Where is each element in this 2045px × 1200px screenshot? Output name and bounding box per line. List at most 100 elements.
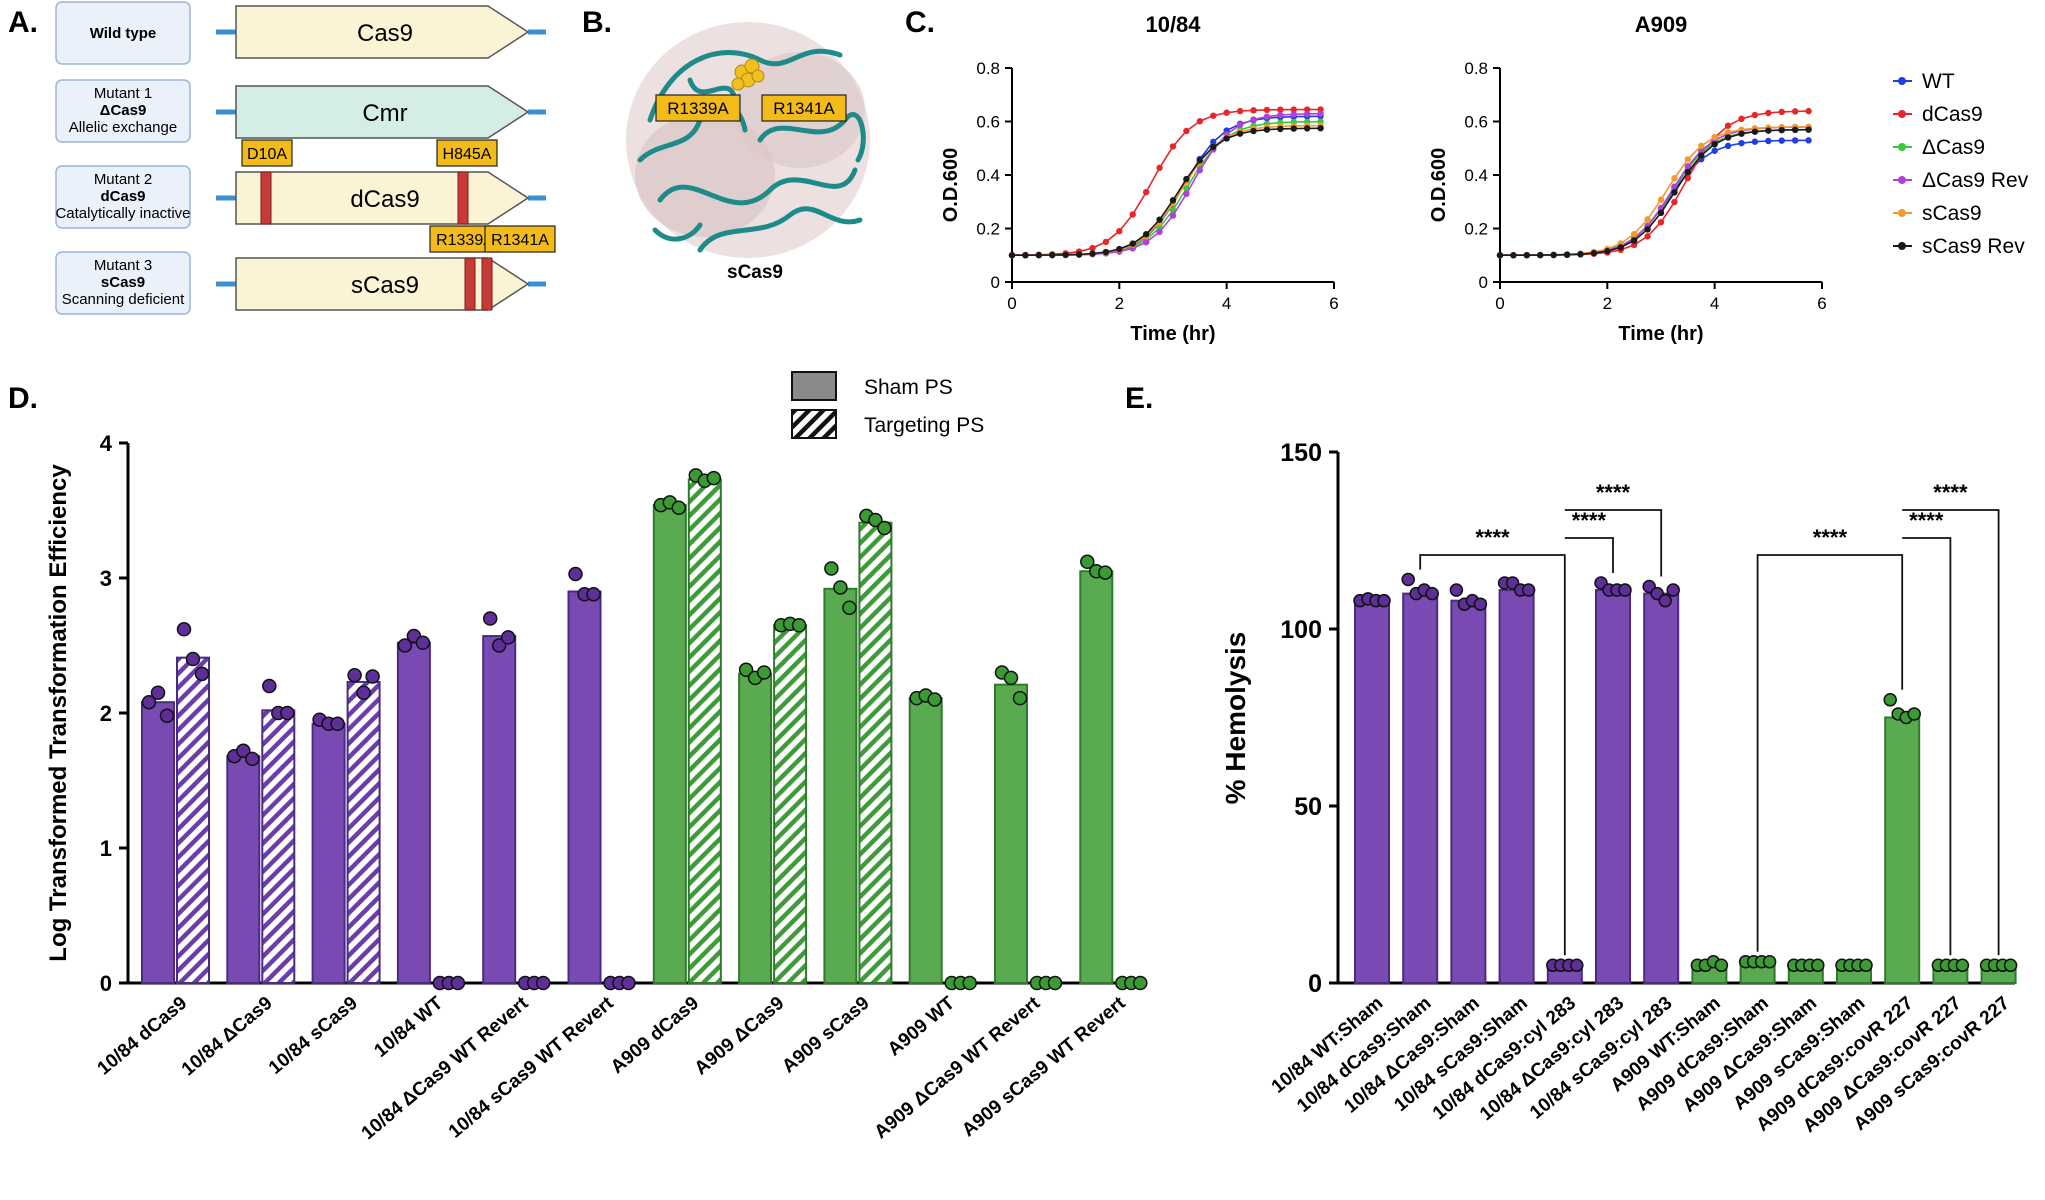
growth-legend: WT dCas9 ΔCas9 ΔCas9 Rev sCas9 sCas9 Rev bbox=[1893, 70, 2029, 258]
data-point-targeting bbox=[621, 975, 636, 991]
construct-name-line: Wild type bbox=[90, 25, 157, 42]
growth-point bbox=[1223, 135, 1230, 142]
growth-point bbox=[1022, 251, 1029, 259]
significance-bracket bbox=[1419, 554, 1566, 956]
data-point bbox=[1714, 958, 1729, 973]
growth-point bbox=[1698, 142, 1705, 149]
construct-name-box bbox=[55, 79, 191, 143]
legend-marker bbox=[1898, 110, 1906, 118]
y-axis-label: Log Transformed Transformation Efficienc… bbox=[45, 464, 72, 962]
data-point bbox=[1955, 958, 1970, 973]
growth-point bbox=[1724, 129, 1732, 136]
growth-point bbox=[1277, 106, 1284, 113]
growth-point bbox=[1317, 125, 1324, 132]
bar-sham bbox=[994, 683, 1028, 985]
growth-point bbox=[1317, 110, 1324, 117]
growth-point bbox=[1644, 233, 1651, 240]
legend-label: ΔCas9 Rev bbox=[1922, 169, 2029, 192]
growth-line bbox=[1499, 126, 1809, 257]
mutation-label: D10A bbox=[247, 146, 287, 163]
growth-point bbox=[1169, 212, 1177, 219]
data-point-targeting bbox=[1133, 975, 1148, 991]
growth-point bbox=[1183, 190, 1190, 198]
growth-point bbox=[1129, 240, 1136, 247]
growth-point bbox=[1210, 112, 1217, 119]
growth-point bbox=[1102, 238, 1110, 246]
data-point bbox=[1425, 586, 1439, 601]
growth-point bbox=[1129, 211, 1136, 218]
growth-point bbox=[1657, 196, 1665, 203]
data-point bbox=[1473, 597, 1488, 611]
growth-point bbox=[1116, 227, 1123, 235]
y-axis-label: % Hemolysis bbox=[1220, 632, 1251, 805]
construct-name-line: ΔCas9 bbox=[100, 102, 147, 119]
growth-point bbox=[1684, 156, 1692, 163]
y-axis-label: O.D.600 bbox=[1428, 148, 1450, 222]
legend-label: sCas9 bbox=[1922, 202, 1982, 225]
bar-targeting bbox=[261, 709, 296, 984]
growth-point bbox=[1290, 106, 1297, 113]
growth-point bbox=[1263, 113, 1271, 120]
y-tick-label: 0 bbox=[1308, 970, 1322, 998]
growth-point bbox=[1671, 175, 1678, 182]
bar-hemolysis bbox=[1450, 599, 1487, 984]
category-label: 10/84 sCas9 WT Revert bbox=[445, 992, 618, 1142]
legend-label: dCas9 bbox=[1922, 103, 1983, 126]
growth-point bbox=[1290, 111, 1297, 118]
category-label: A909 WT bbox=[884, 992, 959, 1060]
y-tick-label: 50 bbox=[1294, 793, 1322, 821]
data-point-sham bbox=[1012, 690, 1028, 706]
mutation-label: R1339A bbox=[436, 232, 494, 249]
growth-line bbox=[1499, 128, 1809, 257]
data-point-sham bbox=[1080, 554, 1095, 570]
x-axis-label: Time (hr) bbox=[1618, 323, 1703, 345]
bar-hemolysis bbox=[1884, 716, 1921, 984]
growth-point bbox=[1738, 130, 1745, 137]
bar-targeting bbox=[687, 478, 722, 984]
growth-point bbox=[1183, 175, 1190, 183]
growth-point bbox=[1183, 127, 1190, 135]
bar-sham bbox=[652, 504, 687, 984]
y-tick-label: 0 bbox=[991, 273, 1000, 292]
growth-point bbox=[1778, 126, 1785, 134]
growth-point bbox=[1102, 248, 1110, 256]
growth-point bbox=[1263, 126, 1271, 133]
data-point-sham bbox=[500, 630, 516, 645]
panel-a-label: A. bbox=[8, 6, 38, 39]
category-label: A909 ΔCas9 bbox=[691, 993, 789, 1080]
y-tick-label: 0.2 bbox=[1464, 220, 1488, 239]
data-point-sham bbox=[1003, 670, 1019, 686]
bar-hemolysis bbox=[1354, 599, 1390, 984]
growth-point bbox=[1684, 174, 1692, 182]
growth-point bbox=[1711, 134, 1718, 141]
data-point-sham bbox=[159, 708, 175, 723]
legend-swatch-sham bbox=[791, 371, 837, 401]
data-point-sham bbox=[1098, 565, 1113, 580]
data-point-targeting bbox=[791, 618, 807, 633]
data-point-sham bbox=[415, 635, 431, 651]
legend-swatch-targeting bbox=[791, 409, 837, 439]
gene-label: Cas9 bbox=[357, 20, 413, 47]
data-point-sham bbox=[245, 751, 260, 767]
growth-point bbox=[1156, 216, 1163, 223]
data-point bbox=[1449, 583, 1464, 597]
data-point-targeting bbox=[365, 669, 380, 684]
growth-point bbox=[1765, 109, 1772, 117]
growth-point bbox=[1698, 152, 1705, 159]
bar-sham bbox=[1079, 570, 1114, 984]
growth-point bbox=[1563, 251, 1571, 258]
data-point-sham bbox=[330, 716, 345, 732]
category-label: A909 sCas9 bbox=[778, 993, 873, 1078]
chart-title: A909 bbox=[1635, 12, 1688, 37]
growth-point bbox=[1657, 218, 1665, 226]
residue-label-r1341a: R1341A bbox=[773, 99, 835, 118]
bar-sham bbox=[311, 722, 346, 984]
growth-point bbox=[1169, 143, 1177, 150]
legend-label-sham: Sham PS bbox=[864, 376, 953, 399]
legend-label: WT bbox=[1922, 70, 1955, 93]
y-tick-label: 2 bbox=[100, 701, 112, 726]
bar-targeting bbox=[176, 656, 210, 985]
growth-point bbox=[1142, 239, 1150, 246]
